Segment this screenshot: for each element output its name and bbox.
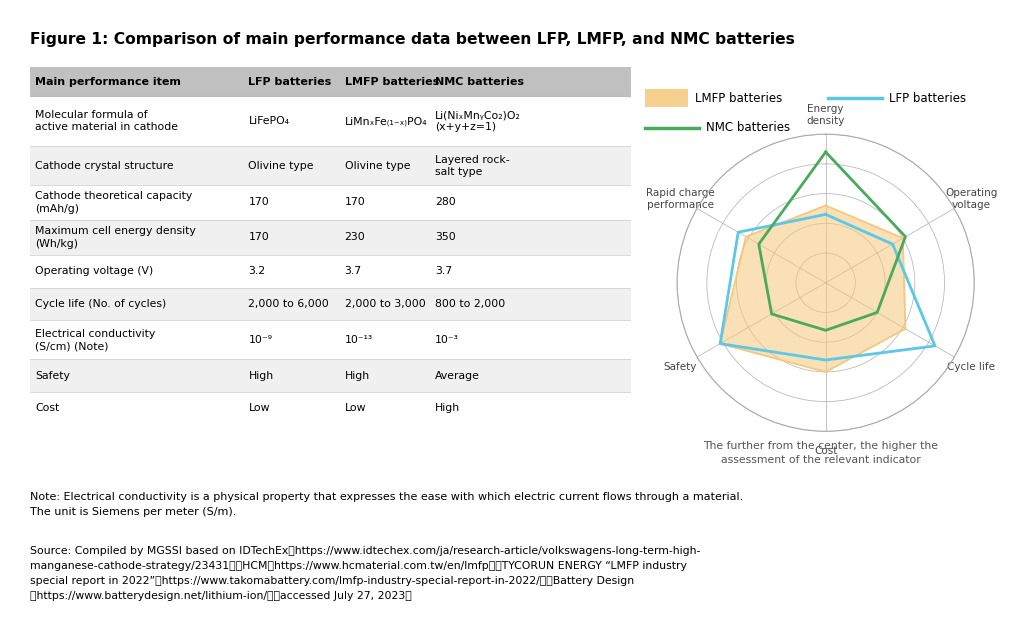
Text: High: High xyxy=(248,371,274,381)
Text: 170: 170 xyxy=(248,197,270,208)
Text: Olivine type: Olivine type xyxy=(248,161,314,171)
Text: Operating voltage (V): Operating voltage (V) xyxy=(35,266,154,276)
Text: Molecular formula of
active material in cathode: Molecular formula of active material in … xyxy=(35,110,178,132)
Text: 10⁻¹³: 10⁻¹³ xyxy=(344,335,373,345)
Text: 10⁻³: 10⁻³ xyxy=(434,335,459,345)
Text: 350: 350 xyxy=(434,233,456,242)
Text: Average: Average xyxy=(434,371,480,381)
Text: LiFePO₄: LiFePO₄ xyxy=(248,116,290,127)
Text: Layered rock-
salt type: Layered rock- salt type xyxy=(434,155,509,177)
Text: Li(NiₓMnᵧCo₂)O₂
(x+y+z=1): Li(NiₓMnᵧCo₂)O₂ (x+y+z=1) xyxy=(434,110,520,132)
Text: Safety: Safety xyxy=(35,371,70,381)
Bar xyxy=(30,146,631,185)
Text: 280: 280 xyxy=(434,197,456,208)
Text: 2,000 to 3,000: 2,000 to 3,000 xyxy=(344,299,425,309)
Text: The further from the center, the higher the
assessment of the relevant indicator: The further from the center, the higher … xyxy=(703,441,938,465)
Bar xyxy=(30,255,631,288)
Bar xyxy=(30,96,631,146)
Text: 3.7: 3.7 xyxy=(344,266,362,276)
Text: LMFP batteries: LMFP batteries xyxy=(695,92,783,105)
Bar xyxy=(30,392,631,425)
Bar xyxy=(30,288,631,321)
Text: Olivine type: Olivine type xyxy=(344,161,410,171)
Text: 800 to 2,000: 800 to 2,000 xyxy=(434,299,505,309)
Bar xyxy=(645,89,688,107)
Text: 170: 170 xyxy=(344,197,366,208)
Bar xyxy=(30,220,631,255)
Text: 3.2: 3.2 xyxy=(248,266,266,276)
Bar xyxy=(30,321,631,359)
Text: Cathode crystal structure: Cathode crystal structure xyxy=(35,161,174,171)
Text: 2,000 to 6,000: 2,000 to 6,000 xyxy=(248,299,329,309)
Bar xyxy=(30,185,631,220)
Text: Maximum cell energy density
(Wh/kg): Maximum cell energy density (Wh/kg) xyxy=(35,226,196,249)
Text: 230: 230 xyxy=(344,233,366,242)
Text: LFP batteries: LFP batteries xyxy=(889,92,966,105)
Text: 10⁻⁹: 10⁻⁹ xyxy=(248,335,273,345)
Text: Low: Low xyxy=(344,403,366,413)
Text: LiMnₓFe₍₁₋ₓ₎PO₄: LiMnₓFe₍₁₋ₓ₎PO₄ xyxy=(344,116,427,127)
Text: Figure 1: Comparison of main performance data between LFP, LMFP, and NMC batteri: Figure 1: Comparison of main performance… xyxy=(30,33,795,47)
Text: NMC batteries: NMC batteries xyxy=(706,121,790,134)
Text: LFP batteries: LFP batteries xyxy=(248,77,331,87)
Text: NMC batteries: NMC batteries xyxy=(434,77,524,87)
Text: Cycle life (No. of cycles): Cycle life (No. of cycles) xyxy=(35,299,167,309)
Text: LMFP batteries: LMFP batteries xyxy=(344,77,439,87)
Text: 170: 170 xyxy=(248,233,270,242)
Text: Low: Low xyxy=(248,403,270,413)
Text: High: High xyxy=(434,403,460,413)
Bar xyxy=(30,359,631,392)
Text: Cathode theoretical capacity
(mAh/g): Cathode theoretical capacity (mAh/g) xyxy=(35,191,192,213)
Text: High: High xyxy=(344,371,370,381)
Text: 3.7: 3.7 xyxy=(434,266,451,276)
Text: Cost: Cost xyxy=(35,403,60,413)
Text: Electrical conductivity
(S/cm) (Note): Electrical conductivity (S/cm) (Note) xyxy=(35,328,156,351)
Text: Main performance item: Main performance item xyxy=(35,77,181,87)
Text: Source: Compiled by MGSSI based on IDTechEx（https://www.idtechex.com/ja/research: Source: Compiled by MGSSI based on IDTec… xyxy=(30,546,701,601)
Text: Note: Electrical conductivity is a physical property that expresses the ease wit: Note: Electrical conductivity is a physi… xyxy=(30,492,743,517)
Bar xyxy=(30,67,631,96)
Polygon shape xyxy=(720,206,905,372)
